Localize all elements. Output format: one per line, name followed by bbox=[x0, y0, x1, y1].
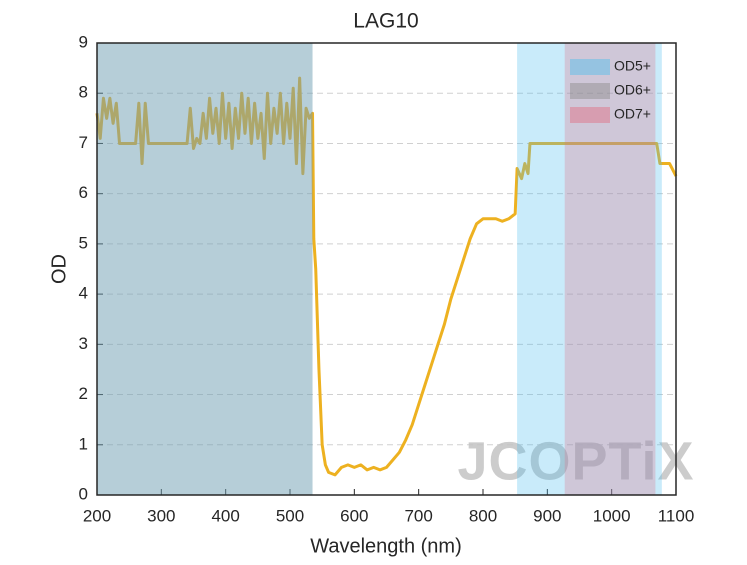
legend-swatch bbox=[570, 83, 610, 99]
x-tick-label: 200 bbox=[83, 506, 111, 525]
y-tick-label: 2 bbox=[79, 384, 88, 403]
legend-swatch bbox=[570, 107, 610, 123]
y-tick-label: 7 bbox=[79, 133, 88, 152]
legend-label: OD7+ bbox=[614, 106, 651, 122]
x-axis-label: Wavelength (nm) bbox=[310, 535, 462, 557]
x-tick-label: 300 bbox=[147, 506, 175, 525]
y-tick-label: 8 bbox=[79, 83, 88, 102]
y-tick-label: 6 bbox=[79, 183, 88, 202]
y-tick-label: 0 bbox=[79, 484, 88, 503]
y-tick-label: 1 bbox=[79, 434, 88, 453]
x-tick-label: 1100 bbox=[658, 506, 695, 525]
legend-label: OD5+ bbox=[614, 58, 651, 74]
x-tick-label: 1000 bbox=[593, 506, 631, 525]
axes-box bbox=[96, 42, 677, 496]
legend-label: OD6+ bbox=[614, 82, 651, 98]
y-tick-label: 4 bbox=[79, 284, 88, 303]
legend: OD5+ OD6+ OD7+ bbox=[570, 58, 651, 123]
legend-swatch bbox=[570, 59, 610, 75]
x-tick-label: 800 bbox=[469, 506, 497, 525]
x-tick-label: 500 bbox=[276, 506, 304, 525]
y-axis-label: OD bbox=[48, 254, 70, 284]
x-tick-label: 700 bbox=[404, 506, 432, 525]
x-tick-label: 400 bbox=[211, 506, 239, 525]
band bbox=[97, 43, 313, 495]
y-tick-label: 3 bbox=[79, 334, 88, 353]
band bbox=[564, 43, 656, 495]
band bbox=[97, 43, 313, 495]
x-tick-label: 900 bbox=[533, 506, 561, 525]
band bbox=[517, 43, 662, 495]
watermark: JCOPTiX bbox=[457, 431, 694, 491]
chart-title: LAG10 bbox=[353, 10, 418, 33]
y-tick-label: 9 bbox=[79, 32, 88, 51]
data-line bbox=[95, 76, 678, 477]
y-tick-label: 5 bbox=[79, 233, 88, 252]
x-tick-label: 600 bbox=[340, 506, 368, 525]
